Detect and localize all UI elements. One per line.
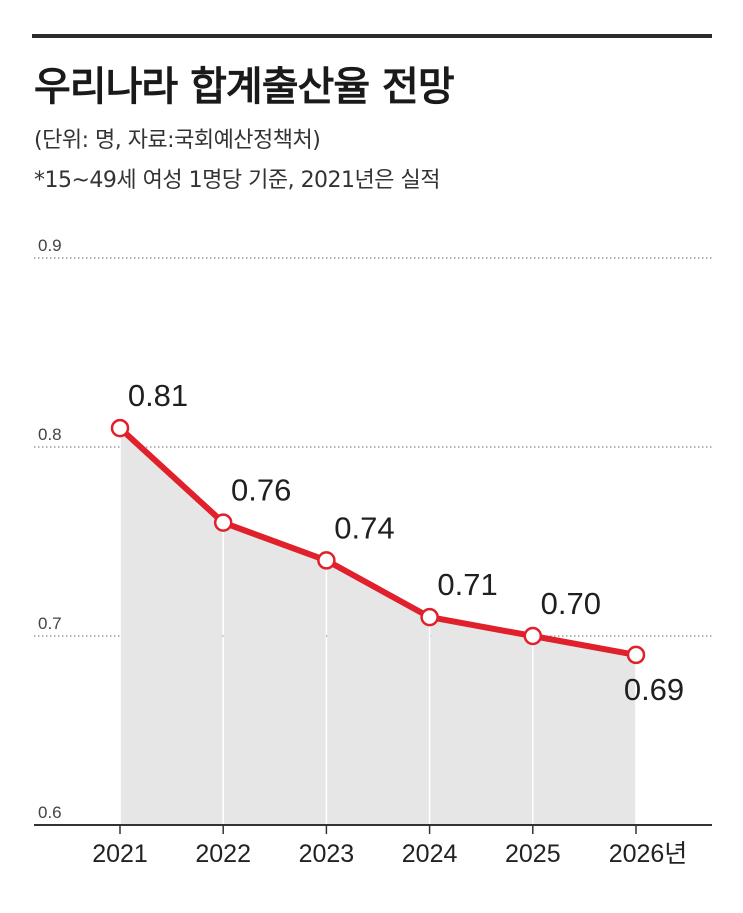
data-point-marker bbox=[213, 513, 233, 532]
area-segment bbox=[533, 636, 636, 825]
y-tick-labels: 0.6 0.7 0.8 0.9 bbox=[38, 236, 62, 822]
x-tick-label: 2026년 bbox=[609, 840, 688, 868]
data-point-marker bbox=[626, 645, 646, 665]
y-tick-label: 0.8 bbox=[38, 425, 62, 444]
x-tick-labels: 2021 2022 2023 2024 2025 2026년 bbox=[92, 840, 687, 868]
data-label: 0.71 bbox=[437, 567, 497, 602]
data-label: 0.70 bbox=[541, 586, 601, 621]
data-markers bbox=[110, 418, 646, 665]
data-label: 0.74 bbox=[334, 510, 394, 545]
data-label: 0.76 bbox=[231, 473, 291, 508]
area-segment bbox=[327, 560, 429, 825]
area-segment bbox=[430, 617, 532, 825]
series-line bbox=[117, 425, 639, 658]
footnote: *15~49세 여성 1명당 기준, 2021년은 실적 bbox=[34, 168, 441, 193]
x-tick-label: 2025 bbox=[505, 840, 561, 868]
data-point-marker bbox=[317, 551, 336, 570]
area-segment bbox=[224, 522, 326, 825]
x-tick-label: 2024 bbox=[402, 840, 458, 868]
data-point-marker bbox=[420, 607, 439, 627]
x-tick-label: 2023 bbox=[299, 840, 355, 868]
x-tick-label: 2021 bbox=[92, 840, 148, 868]
y-tick-label: 0.6 bbox=[38, 803, 62, 822]
chart-title: 우리나라 합계출산율 전망 bbox=[34, 64, 455, 110]
data-label: 0.69 bbox=[624, 672, 684, 707]
data-label: 0.81 bbox=[128, 378, 188, 413]
y-tick-label: 0.9 bbox=[38, 236, 62, 255]
data-labels: 0.81 0.76 0.74 0.71 0.70 0.69 bbox=[128, 378, 684, 707]
area-segment bbox=[120, 428, 223, 825]
area-fills bbox=[120, 428, 636, 825]
x-tick-marks bbox=[119, 825, 637, 834]
unit-source-note: (단위: 명, 자료:국회예산정책처) bbox=[34, 128, 321, 153]
x-tick-label: 2022 bbox=[195, 840, 251, 868]
data-point-marker bbox=[523, 626, 543, 646]
data-point-marker bbox=[110, 418, 130, 438]
top-rule bbox=[32, 34, 712, 38]
y-tick-label: 0.7 bbox=[38, 614, 62, 633]
